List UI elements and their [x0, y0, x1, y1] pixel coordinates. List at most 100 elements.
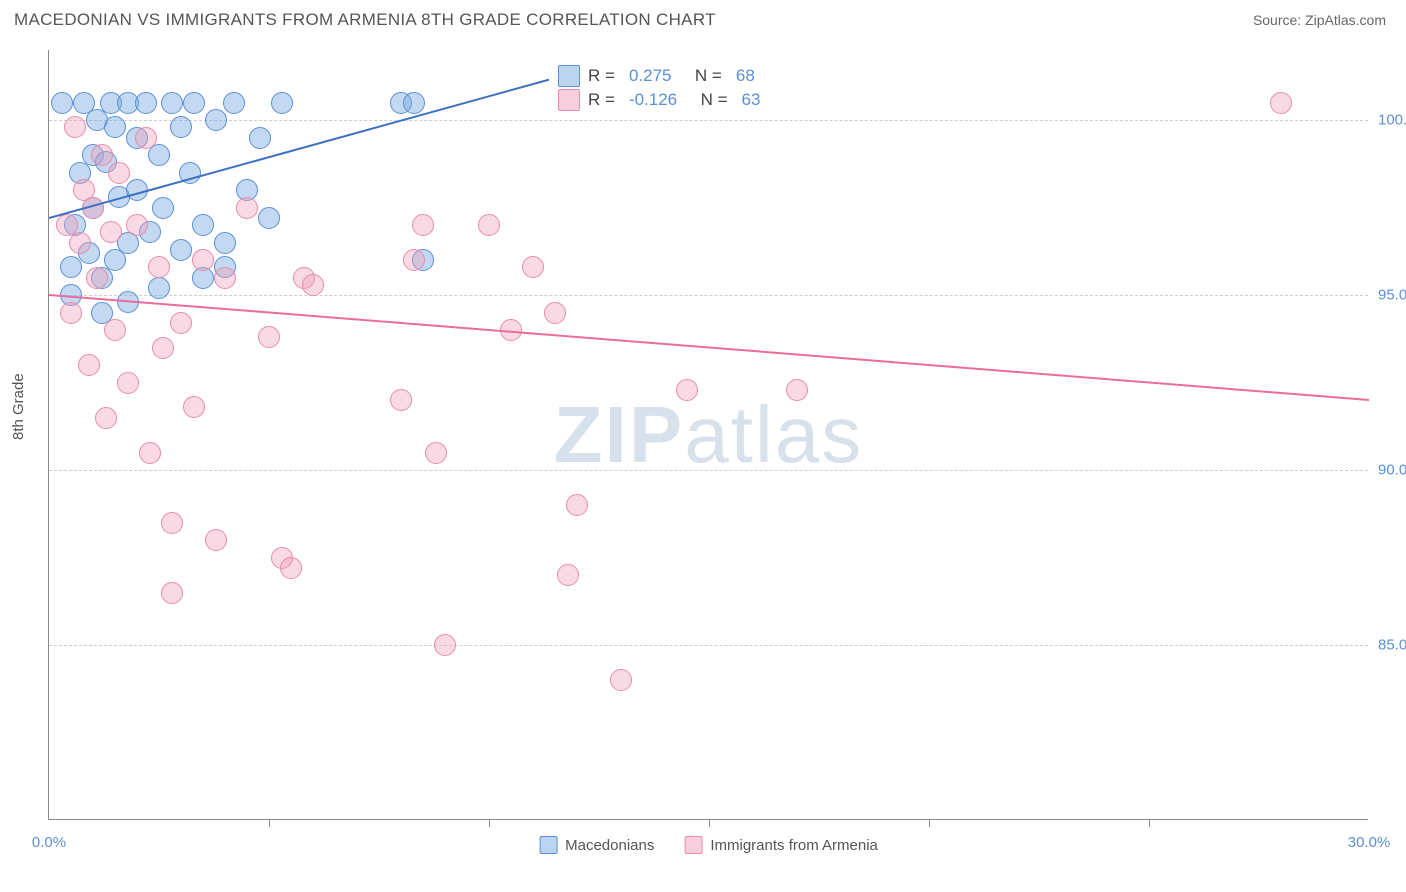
data-point: [566, 494, 588, 516]
legend-r-label: R =: [588, 90, 615, 110]
data-point: [249, 127, 271, 149]
data-point: [183, 92, 205, 114]
data-point: [170, 116, 192, 138]
legend-n-value-pink: 63: [742, 90, 761, 110]
data-point: [95, 407, 117, 429]
data-point: [214, 232, 236, 254]
data-point: [69, 232, 91, 254]
x-tick: [489, 819, 490, 827]
data-point: [192, 249, 214, 271]
data-point: [139, 442, 161, 464]
legend-swatch-pink: [684, 836, 702, 854]
data-point: [60, 302, 82, 324]
data-point: [258, 326, 280, 348]
gridline: [49, 470, 1368, 471]
data-point: [78, 354, 100, 376]
gridline: [49, 645, 1368, 646]
data-point: [161, 582, 183, 604]
data-point: [500, 319, 522, 341]
data-point: [104, 116, 126, 138]
x-tick: [269, 819, 270, 827]
legend-label-blue: Macedonians: [565, 837, 654, 854]
legend-r-value-blue: 0.275: [629, 66, 672, 86]
data-point: [522, 256, 544, 278]
legend-swatch-blue: [539, 836, 557, 854]
data-point: [126, 179, 148, 201]
trend-line: [49, 295, 1369, 400]
data-point: [100, 221, 122, 243]
legend-n-label: N =: [685, 66, 721, 86]
data-point: [223, 92, 245, 114]
data-point: [152, 197, 174, 219]
gridline: [49, 295, 1368, 296]
data-point: [412, 214, 434, 236]
y-tick-label: 85.0%: [1378, 637, 1406, 654]
data-point: [557, 564, 579, 586]
data-point: [117, 372, 139, 394]
data-point: [610, 669, 632, 691]
x-tick: [709, 819, 710, 827]
data-point: [82, 197, 104, 219]
data-point: [104, 319, 126, 341]
data-point: [236, 197, 258, 219]
data-point: [403, 92, 425, 114]
data-point: [64, 116, 86, 138]
x-tick: [1149, 819, 1150, 827]
x-tick-label: 0.0%: [32, 834, 66, 851]
data-point: [161, 92, 183, 114]
data-point: [280, 557, 302, 579]
legend-label-pink: Immigrants from Armenia: [710, 837, 878, 854]
source-label: Source: ZipAtlas.com: [1253, 12, 1386, 28]
data-point: [183, 396, 205, 418]
data-point: [205, 109, 227, 131]
data-point: [86, 267, 108, 289]
bottom-legend: Macedonians Immigrants from Armenia: [539, 836, 878, 854]
y-tick-label: 95.0%: [1378, 287, 1406, 304]
data-point: [148, 277, 170, 299]
legend-n-label: N =: [691, 90, 727, 110]
data-point: [117, 291, 139, 313]
scatter-chart: ZIPatlas 85.0%90.0%95.0%100.0% 0.0%30.0%…: [48, 50, 1368, 820]
data-point: [403, 249, 425, 271]
data-point: [148, 144, 170, 166]
y-axis-label: 8th Grade: [10, 373, 27, 440]
data-point: [161, 512, 183, 534]
data-point: [51, 92, 73, 114]
data-point: [192, 214, 214, 236]
data-point: [135, 92, 157, 114]
data-point: [258, 207, 280, 229]
data-point: [478, 214, 500, 236]
stats-legend: R = 0.275 N = 68 R = -0.126 N = 63: [549, 58, 775, 118]
legend-r-label: R =: [588, 66, 615, 86]
y-tick-label: 100.0%: [1378, 112, 1406, 129]
data-point: [205, 529, 227, 551]
data-point: [152, 337, 174, 359]
data-point: [148, 256, 170, 278]
data-point: [425, 442, 447, 464]
data-point: [786, 379, 808, 401]
data-point: [544, 302, 566, 324]
data-point: [170, 239, 192, 261]
data-point: [179, 162, 201, 184]
watermark: ZIPatlas: [554, 389, 863, 481]
data-point: [302, 274, 324, 296]
data-point: [126, 214, 148, 236]
data-point: [676, 379, 698, 401]
legend-swatch-blue: [558, 65, 580, 87]
y-tick-label: 90.0%: [1378, 462, 1406, 479]
x-tick: [929, 819, 930, 827]
data-point: [214, 267, 236, 289]
data-point: [1270, 92, 1292, 114]
x-tick-label: 30.0%: [1348, 834, 1391, 851]
legend-swatch-pink: [558, 89, 580, 111]
data-point: [108, 162, 130, 184]
legend-n-value-blue: 68: [736, 66, 755, 86]
chart-title: MACEDONIAN VS IMMIGRANTS FROM ARMENIA 8T…: [14, 10, 716, 30]
data-point: [390, 389, 412, 411]
data-point: [170, 312, 192, 334]
gridline: [49, 120, 1368, 121]
data-point: [271, 92, 293, 114]
legend-r-value-pink: -0.126: [629, 90, 677, 110]
data-point: [434, 634, 456, 656]
data-point: [91, 144, 113, 166]
